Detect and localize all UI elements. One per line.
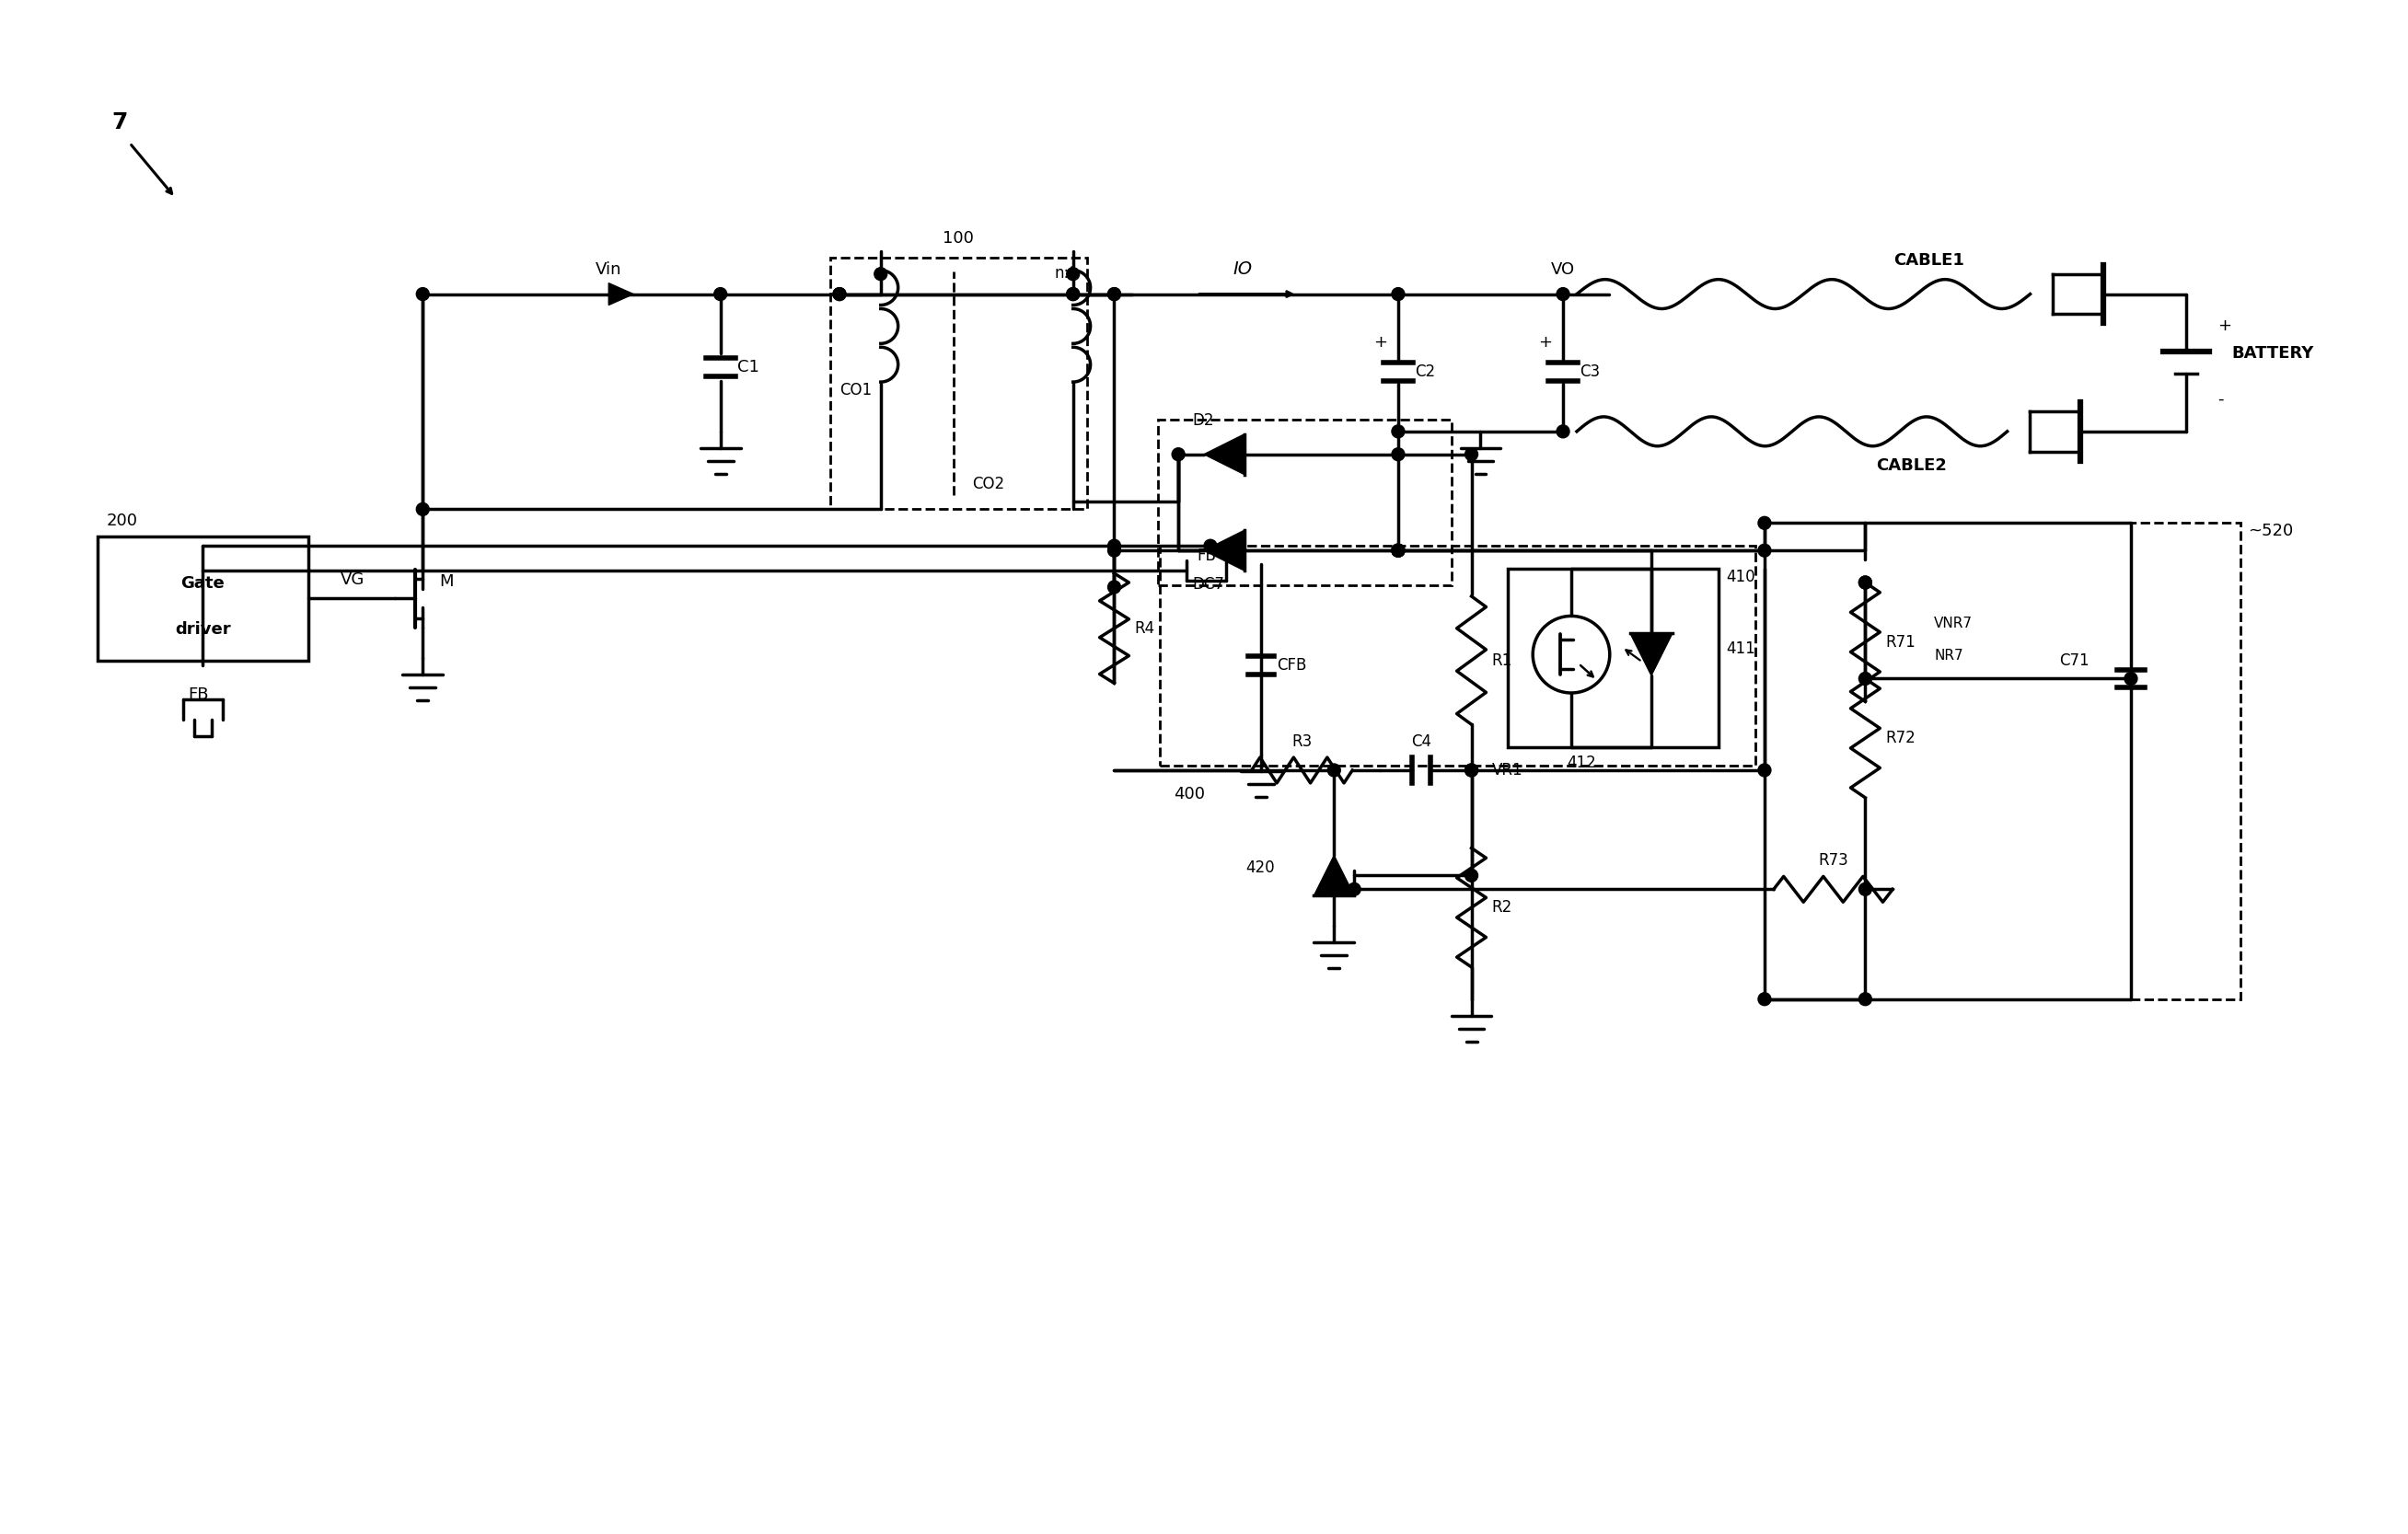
- Text: ~520: ~520: [2249, 523, 2292, 540]
- Text: M: M: [438, 574, 453, 591]
- Bar: [831, 258, 1086, 509]
- Circle shape: [1464, 448, 1479, 460]
- Circle shape: [1758, 992, 1770, 1005]
- Polygon shape: [1204, 531, 1245, 571]
- Circle shape: [1392, 545, 1404, 557]
- Circle shape: [1108, 545, 1120, 557]
- Text: DC7: DC7: [1192, 577, 1223, 592]
- Circle shape: [1392, 448, 1404, 460]
- Text: VG: VG: [340, 572, 364, 589]
- Circle shape: [715, 288, 727, 301]
- Text: Vin: Vin: [595, 261, 621, 278]
- Text: C71: C71: [2059, 652, 2090, 669]
- Bar: [1765, 523, 2242, 999]
- Circle shape: [1392, 545, 1404, 557]
- Circle shape: [1392, 425, 1404, 437]
- Bar: [1161, 546, 1755, 765]
- Text: R71: R71: [1885, 634, 1917, 650]
- Text: +: +: [1373, 334, 1387, 351]
- Text: C3: C3: [1580, 364, 1599, 380]
- Text: 400: 400: [1173, 785, 1204, 802]
- Circle shape: [833, 288, 845, 301]
- Circle shape: [1067, 288, 1079, 301]
- Text: 420: 420: [1245, 861, 1274, 876]
- Circle shape: [1464, 870, 1479, 882]
- Polygon shape: [1630, 634, 1674, 675]
- Circle shape: [1859, 577, 1871, 589]
- Circle shape: [1108, 540, 1120, 552]
- Circle shape: [1173, 448, 1185, 460]
- Circle shape: [1108, 288, 1120, 301]
- Text: R1: R1: [1491, 652, 1512, 669]
- Text: D2: D2: [1192, 413, 1214, 428]
- Text: IO: IO: [1233, 261, 1252, 278]
- Polygon shape: [1315, 856, 1353, 896]
- Circle shape: [1392, 545, 1404, 557]
- Text: VR1: VR1: [1491, 762, 1522, 778]
- Text: VO: VO: [1551, 261, 1575, 278]
- Circle shape: [1556, 288, 1570, 301]
- Circle shape: [1067, 267, 1079, 281]
- Text: 410: 410: [1727, 569, 1755, 586]
- Text: FB: FB: [1197, 548, 1216, 565]
- Bar: [99, 537, 308, 660]
- Polygon shape: [609, 284, 633, 305]
- Circle shape: [1758, 517, 1770, 529]
- Circle shape: [1859, 577, 1871, 589]
- Circle shape: [1556, 425, 1570, 437]
- Circle shape: [2124, 672, 2138, 686]
- Text: CO2: CO2: [973, 476, 1004, 492]
- Text: C1: C1: [737, 359, 759, 376]
- Text: CABLE2: CABLE2: [1876, 457, 1946, 474]
- Circle shape: [1859, 992, 1871, 1005]
- Text: 7: 7: [111, 112, 128, 133]
- Circle shape: [1859, 884, 1871, 896]
- Text: n:1: n:1: [1055, 265, 1079, 281]
- Circle shape: [874, 267, 886, 281]
- Circle shape: [1204, 540, 1216, 552]
- Circle shape: [1348, 884, 1361, 896]
- Circle shape: [1392, 545, 1404, 557]
- Text: 100: 100: [944, 230, 975, 247]
- Circle shape: [1464, 764, 1479, 776]
- Text: BATTERY: BATTERY: [2232, 345, 2314, 362]
- Text: CO1: CO1: [840, 382, 872, 399]
- Circle shape: [833, 288, 845, 301]
- Text: VNR7: VNR7: [1934, 617, 1972, 630]
- Text: FB: FB: [188, 687, 209, 704]
- Circle shape: [1464, 764, 1479, 776]
- Text: C2: C2: [1413, 364, 1435, 380]
- Text: C4: C4: [1411, 733, 1430, 750]
- Circle shape: [1758, 764, 1770, 776]
- Circle shape: [1108, 288, 1120, 301]
- Text: +: +: [1539, 334, 1553, 351]
- Circle shape: [1327, 764, 1341, 776]
- Circle shape: [1758, 545, 1770, 557]
- Text: 412: 412: [1568, 755, 1597, 772]
- Text: R3: R3: [1291, 733, 1312, 750]
- Text: +: +: [2218, 318, 2232, 334]
- Circle shape: [1392, 288, 1404, 301]
- Circle shape: [1859, 672, 1871, 686]
- Text: CABLE1: CABLE1: [1895, 252, 1965, 268]
- Circle shape: [1108, 581, 1120, 594]
- Text: R2: R2: [1491, 899, 1512, 916]
- Text: 200: 200: [106, 512, 137, 529]
- Bar: [1158, 419, 1452, 586]
- Circle shape: [417, 503, 429, 515]
- Circle shape: [417, 288, 429, 301]
- Text: driver: driver: [176, 621, 231, 638]
- Text: R4: R4: [1134, 620, 1156, 637]
- Text: NR7: NR7: [1934, 649, 1963, 663]
- Polygon shape: [1204, 434, 1245, 474]
- Bar: [1507, 569, 1719, 747]
- Text: 411: 411: [1727, 641, 1755, 658]
- Text: Gate: Gate: [181, 575, 224, 592]
- Text: CFB: CFB: [1276, 657, 1308, 673]
- Text: -: -: [2218, 391, 2225, 408]
- Text: R73: R73: [1818, 853, 1849, 870]
- Text: R72: R72: [1885, 730, 1917, 747]
- Circle shape: [1067, 288, 1079, 301]
